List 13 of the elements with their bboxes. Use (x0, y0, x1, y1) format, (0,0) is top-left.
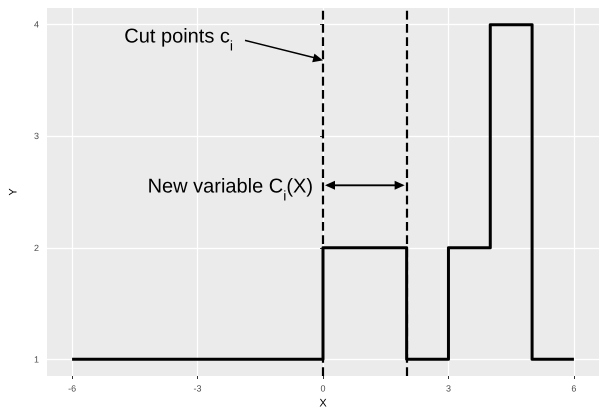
x-axis-title: X (319, 398, 328, 410)
x-tick-label: 0 (320, 384, 326, 394)
x-tick-label: -6 (68, 384, 76, 394)
y-tick-label: 1 (34, 354, 39, 364)
x-tick-label: -3 (194, 384, 202, 394)
annotation: Cut points c$_{i}$ (124, 25, 233, 54)
y-tick-label: 2 (34, 242, 39, 253)
x-tick-label: 3 (446, 384, 451, 394)
annotation: New variable C$_{i}$(X) (148, 175, 313, 204)
y-tick-label: 3 (34, 131, 39, 142)
y-tick-label: 4 (34, 20, 39, 30)
y-axis-title: Y (8, 188, 20, 196)
x-tick-label: 6 (571, 384, 576, 394)
